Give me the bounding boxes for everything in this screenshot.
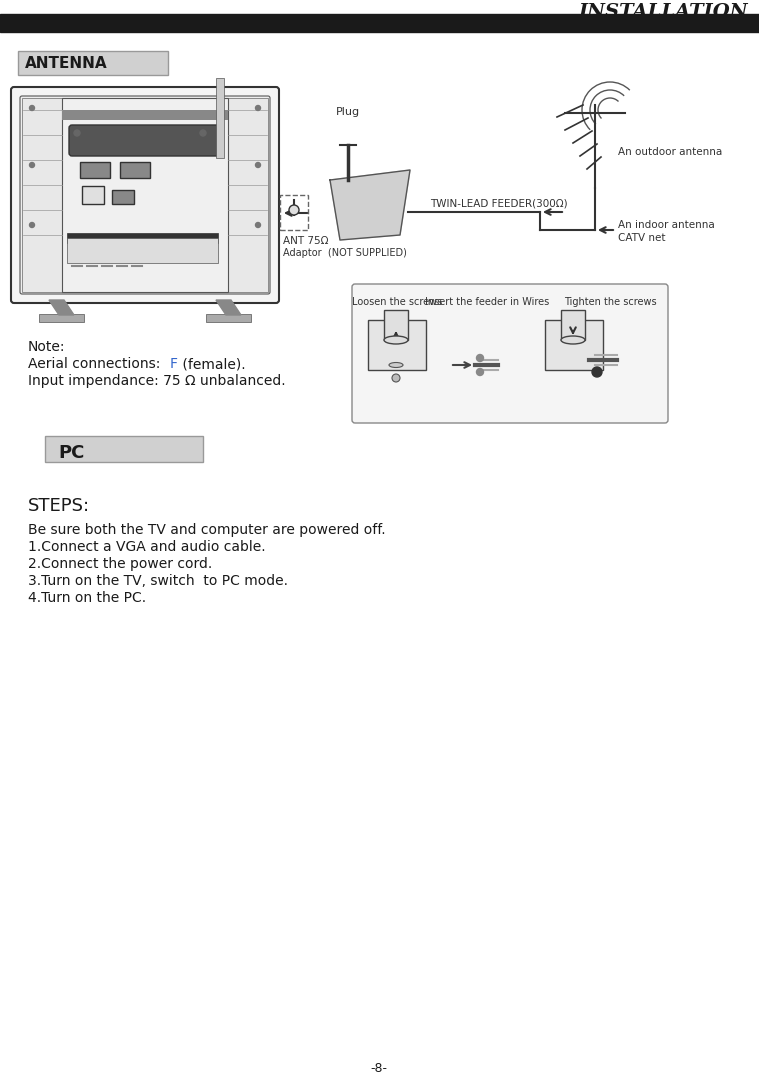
Text: An outdoor antenna: An outdoor antenna bbox=[618, 146, 723, 157]
FancyBboxPatch shape bbox=[69, 125, 221, 156]
Circle shape bbox=[30, 163, 34, 168]
Bar bbox=[120, 162, 150, 178]
Text: 1.Connect a VGA and audio cable.: 1.Connect a VGA and audio cable. bbox=[28, 540, 266, 554]
FancyBboxPatch shape bbox=[11, 87, 279, 303]
Circle shape bbox=[592, 367, 602, 377]
Bar bbox=[62, 98, 228, 292]
Text: ANT 75Ω: ANT 75Ω bbox=[283, 236, 329, 246]
Bar bbox=[561, 310, 585, 340]
Bar bbox=[80, 162, 110, 178]
Ellipse shape bbox=[561, 336, 585, 344]
Bar bbox=[0, 14, 759, 32]
Text: -8-: -8- bbox=[370, 1062, 388, 1075]
Text: Be sure both the TV and computer are powered off.: Be sure both the TV and computer are pow… bbox=[28, 523, 386, 537]
Bar bbox=[62, 110, 228, 120]
Bar bbox=[45, 436, 203, 462]
Text: CATV net: CATV net bbox=[618, 233, 666, 243]
Bar bbox=[206, 314, 251, 322]
Text: Note:: Note: bbox=[28, 340, 65, 354]
Ellipse shape bbox=[384, 336, 408, 344]
Text: PC: PC bbox=[58, 444, 84, 462]
Text: (female).: (female). bbox=[178, 356, 246, 370]
Text: 2.Connect the power cord.: 2.Connect the power cord. bbox=[28, 557, 213, 571]
Polygon shape bbox=[216, 300, 241, 314]
Text: INSTALLATION: INSTALLATION bbox=[578, 3, 748, 20]
Circle shape bbox=[392, 374, 400, 382]
Text: ANTENNA: ANTENNA bbox=[25, 56, 108, 71]
Bar bbox=[82, 186, 104, 204]
Circle shape bbox=[256, 106, 260, 111]
FancyBboxPatch shape bbox=[352, 284, 668, 423]
Circle shape bbox=[30, 223, 34, 227]
Circle shape bbox=[289, 205, 299, 215]
Circle shape bbox=[477, 354, 483, 362]
FancyBboxPatch shape bbox=[20, 96, 270, 294]
Polygon shape bbox=[330, 170, 410, 240]
Bar bbox=[368, 320, 426, 370]
Text: TWIN-LEAD FEEDER(300Ω): TWIN-LEAD FEEDER(300Ω) bbox=[430, 199, 568, 209]
Bar bbox=[280, 195, 308, 230]
Text: 4.Turn on the PC.: 4.Turn on the PC. bbox=[28, 591, 146, 605]
Circle shape bbox=[256, 163, 260, 168]
Circle shape bbox=[200, 130, 206, 136]
Polygon shape bbox=[49, 300, 74, 314]
Bar bbox=[112, 190, 134, 204]
Text: Loosen the screws: Loosen the screws bbox=[352, 297, 442, 307]
Text: 3.Turn on the TV, switch  to PC mode.: 3.Turn on the TV, switch to PC mode. bbox=[28, 574, 288, 588]
Text: STEPS:: STEPS: bbox=[28, 496, 90, 515]
Bar bbox=[39, 314, 84, 322]
Circle shape bbox=[74, 130, 80, 136]
Text: Plug: Plug bbox=[336, 107, 360, 117]
Bar bbox=[67, 233, 218, 243]
Text: Insert the feeder in Wires: Insert the feeder in Wires bbox=[425, 297, 549, 307]
Text: Tighten the screws: Tighten the screws bbox=[564, 297, 657, 307]
Bar bbox=[67, 238, 218, 263]
Bar bbox=[228, 98, 268, 292]
Bar bbox=[545, 320, 603, 370]
Ellipse shape bbox=[389, 363, 403, 367]
Bar bbox=[216, 78, 224, 158]
Circle shape bbox=[256, 223, 260, 227]
Text: Input impendance: 75 Ω unbalanced.: Input impendance: 75 Ω unbalanced. bbox=[28, 374, 285, 388]
Bar bbox=[22, 98, 62, 292]
Bar bbox=[384, 310, 408, 340]
Text: Aerial connections:: Aerial connections: bbox=[28, 356, 165, 370]
Text: Adaptor  (NOT SUPPLIED): Adaptor (NOT SUPPLIED) bbox=[283, 248, 407, 258]
Text: An indoor antenna: An indoor antenna bbox=[618, 220, 715, 230]
Bar bbox=[18, 51, 168, 75]
Circle shape bbox=[477, 368, 483, 376]
Text: F: F bbox=[170, 356, 178, 370]
Circle shape bbox=[30, 106, 34, 111]
